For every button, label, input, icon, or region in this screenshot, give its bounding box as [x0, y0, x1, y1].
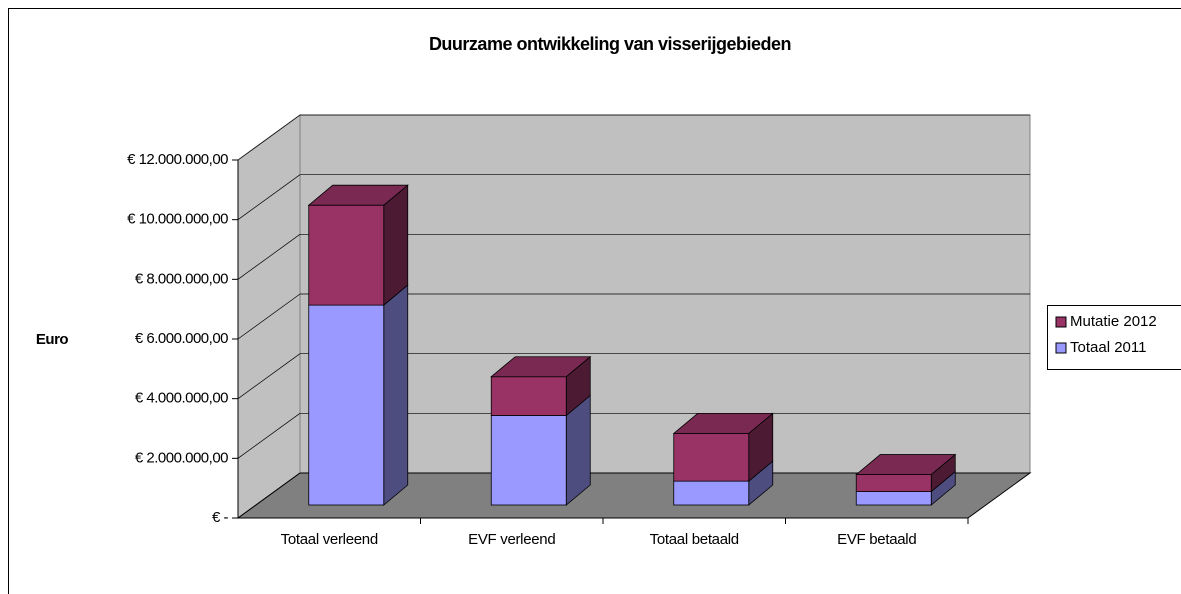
y-tick-label: € 2.000.000,00 [135, 449, 228, 466]
legend-label: Totaal 2011 [1070, 339, 1146, 356]
y-axis-label: Euro [36, 331, 69, 348]
y-tick-label: € - [212, 509, 229, 526]
bar [673, 432, 750, 482]
legend-swatch [1055, 342, 1067, 354]
bar-side [383, 184, 409, 306]
x-tick-label: Totaal verleend [281, 531, 378, 548]
y-tick-label: € 8.000.000,00 [135, 270, 228, 287]
grid-line [237, 174, 301, 220]
bar-top [490, 356, 592, 378]
bar [308, 304, 385, 506]
chart-title: Duurzame ontwikkeling van visserijgebied… [429, 34, 791, 54]
grid-line [237, 234, 301, 280]
bar-top [672, 412, 774, 434]
bar-top [855, 454, 957, 475]
bar [490, 376, 567, 416]
x-tick-label: Totaal betaald [650, 531, 739, 548]
bar-top [307, 184, 409, 206]
x-tick-label: EVF verleend [468, 531, 555, 548]
grid-line [237, 114, 301, 161]
y-tick-label: € 4.000.000,00 [135, 390, 228, 407]
legend-label: Mutatie 2012 [1070, 313, 1157, 330]
grid-line [237, 353, 301, 399]
legend-box [1047, 305, 1181, 370]
y-tick-label: € 12.000.000,00 [127, 151, 228, 168]
legend-swatch [1055, 316, 1067, 328]
x-tick-label: EVF betaald [837, 531, 916, 548]
bar [308, 204, 385, 306]
grid-line [237, 413, 301, 459]
grid-line [237, 293, 301, 340]
bar-side [383, 284, 409, 506]
y-tick-label: € 10.000.000,00 [127, 211, 228, 228]
grid-line [237, 472, 301, 519]
bar [673, 480, 750, 506]
bar [855, 491, 932, 506]
bar [855, 474, 932, 492]
bar [490, 415, 567, 506]
y-tick-label: € 6.000.000,00 [135, 330, 228, 347]
